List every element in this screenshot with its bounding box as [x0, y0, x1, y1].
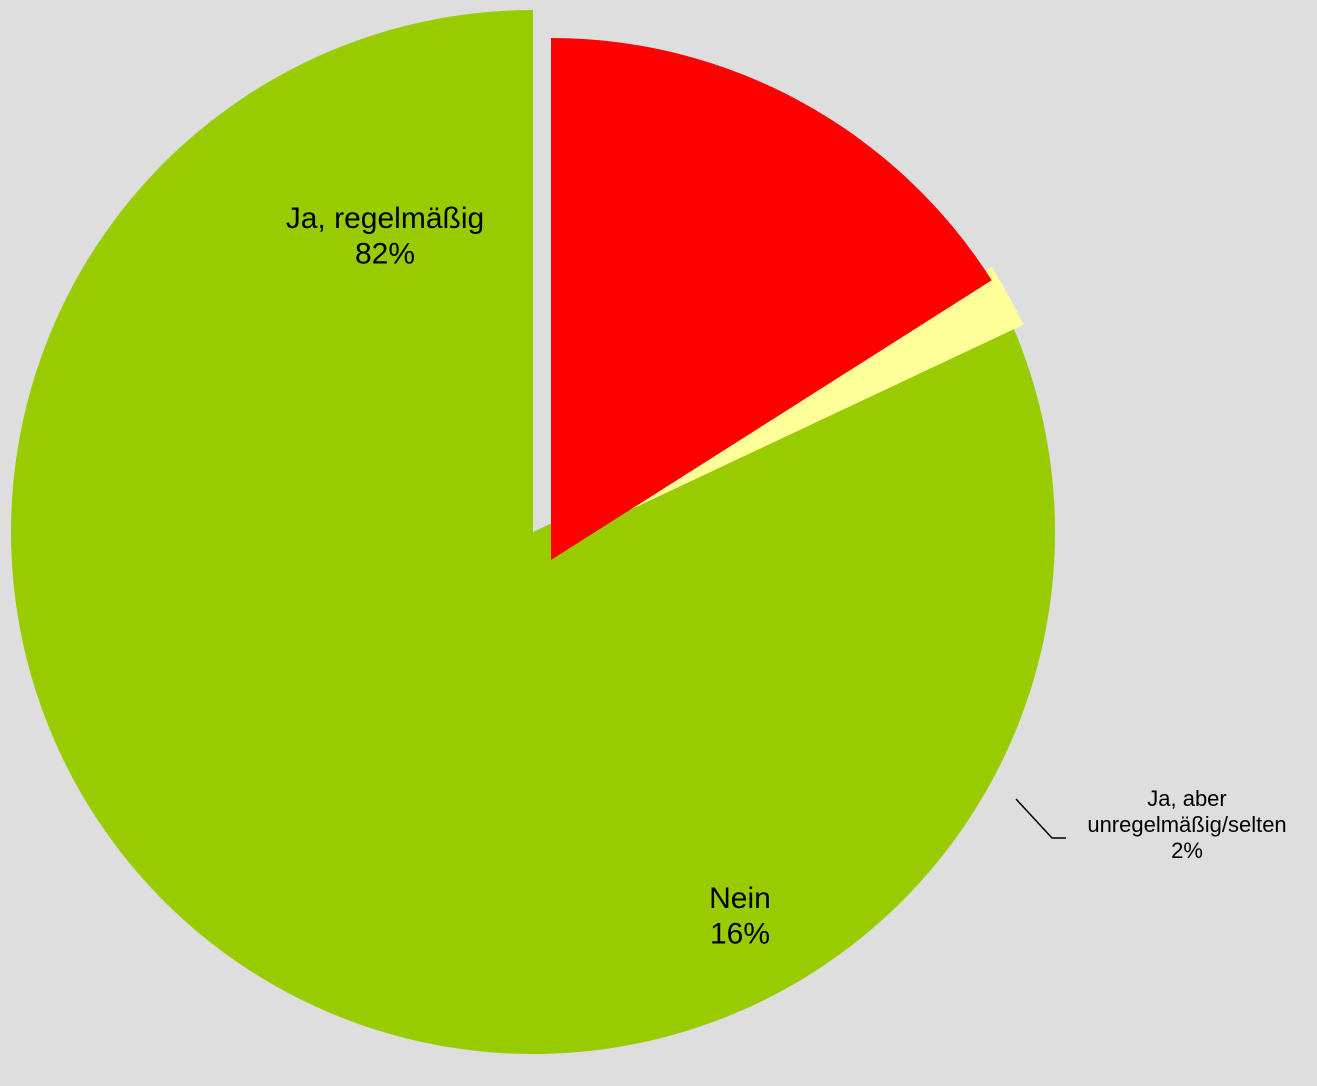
slice-value-label: 16%: [710, 917, 770, 950]
slice-category-label: Ja, aber: [1147, 786, 1227, 811]
label-leader-line: [1015, 798, 1066, 839]
slice-label: Nein 16%: [709, 882, 771, 950]
slice-label: Ja, aber unregelmäßig/selten 2%: [1087, 786, 1286, 863]
pie-slice: [551, 38, 992, 560]
slice-label: Ja, regelmäßig 82%: [286, 202, 484, 270]
pie-labels: Ja, regelmäßig 82% Ja, aber unregelmäßig/se…: [286, 202, 1287, 950]
slice-value-label: 2%: [1171, 838, 1203, 863]
pie-slices: [11, 10, 1056, 1054]
pie-slice: [11, 10, 1056, 1054]
slice-category-label: unregelmäßig/selten: [1087, 812, 1286, 837]
slice-value-label: 82%: [355, 237, 415, 270]
slice-category-label: Ja, regelmäßig: [286, 202, 484, 235]
slice-category-label: Nein: [709, 882, 771, 915]
